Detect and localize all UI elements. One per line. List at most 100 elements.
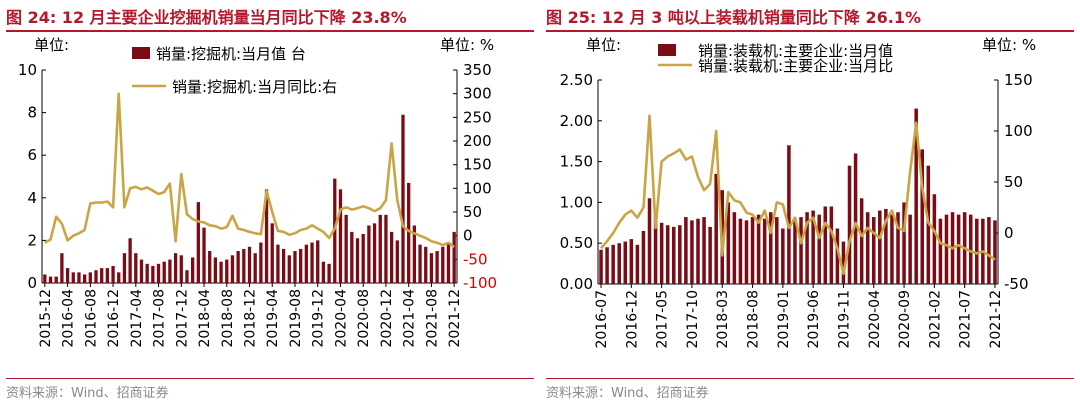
bar xyxy=(750,217,755,284)
bar xyxy=(859,198,864,284)
bar xyxy=(395,240,399,283)
bar xyxy=(446,242,451,283)
right-tick-label: 150 xyxy=(463,156,492,174)
bar xyxy=(219,261,223,283)
left-tick-label: 0.50 xyxy=(560,234,593,252)
bar xyxy=(100,268,104,283)
bar xyxy=(276,244,280,283)
x-tick-label: 2020-09 xyxy=(897,290,913,349)
bar xyxy=(659,222,664,284)
bar xyxy=(236,251,240,283)
x-tick-label: 2018-04 xyxy=(197,289,213,348)
bar xyxy=(105,268,110,283)
bar xyxy=(853,153,858,284)
bar xyxy=(696,218,700,284)
bar xyxy=(805,212,809,284)
bar xyxy=(412,225,417,283)
chart-panel-loader: 图 25: 12 月 3 吨以上装载机销量同比下降 26.1% 0.00 0.50… xyxy=(546,0,1074,405)
x-tick-label: 2021-04 xyxy=(402,289,418,348)
bar xyxy=(208,251,212,283)
bar xyxy=(865,212,870,284)
bar xyxy=(48,276,53,283)
bar xyxy=(987,217,991,284)
bar xyxy=(173,253,178,283)
bar xyxy=(94,270,98,283)
x-tick-label: 2021-07 xyxy=(958,290,974,349)
bar xyxy=(708,226,712,284)
chart-excavator: 0 2 4 6 8 10 -100 -50 0 50 100 150 200 250 300 350 2015-… xyxy=(18,36,497,348)
right-tick-label: 50 xyxy=(1004,173,1023,191)
chart-title: 图 24: 12 月主要企业挖掘机销量当月同比下降 23.8% xyxy=(6,8,407,27)
bar xyxy=(54,276,58,283)
bar xyxy=(304,244,308,283)
bar xyxy=(435,251,439,283)
right-unit-label: 单位: % xyxy=(440,36,494,54)
bar xyxy=(122,253,127,283)
footer-divider xyxy=(6,378,534,379)
x-tick-label: 2019-04 xyxy=(265,289,281,348)
bar xyxy=(65,268,70,283)
x-tick-label: 2019-11 xyxy=(836,290,852,349)
bar xyxy=(77,272,81,283)
bar xyxy=(441,246,445,283)
right-tick-label: 350 xyxy=(463,61,492,79)
bar xyxy=(185,270,189,283)
x-tick-label: 2016-07 xyxy=(594,290,610,349)
bar xyxy=(956,214,961,284)
bar xyxy=(321,261,326,283)
right-tick-label: 200 xyxy=(463,132,492,150)
left-tick-label: 2.50 xyxy=(560,71,593,89)
right-tick-label: -50 xyxy=(463,250,488,268)
bar xyxy=(247,246,252,283)
bar xyxy=(768,212,773,284)
bar xyxy=(168,259,172,283)
bar xyxy=(310,242,314,283)
legend-bar-label: 销量:挖掘机:当月值 台 xyxy=(156,45,306,63)
bar xyxy=(647,198,652,284)
left-tick-label: 0.00 xyxy=(560,275,593,293)
bar xyxy=(672,226,676,284)
x-tick-label: 2017-12 xyxy=(174,289,190,348)
series-line xyxy=(44,92,455,248)
bar xyxy=(993,220,997,284)
bar xyxy=(872,217,876,284)
bar xyxy=(134,253,138,283)
series-line xyxy=(600,114,996,276)
bar xyxy=(968,214,973,284)
x-tick-label: 2016-12 xyxy=(624,290,640,349)
bar xyxy=(384,214,388,283)
bar xyxy=(429,253,434,283)
x-tick-label: 2021-08 xyxy=(424,289,440,348)
x-tick-label: 2018-12 xyxy=(243,289,259,348)
left-tick-label: 1.50 xyxy=(560,153,593,171)
right-tick-label: 150 xyxy=(1004,71,1033,89)
bar xyxy=(264,189,269,283)
left-tick-label: 2 xyxy=(27,231,37,249)
bar xyxy=(139,259,144,283)
bar xyxy=(690,220,694,284)
bar xyxy=(932,194,937,284)
bar xyxy=(781,228,785,284)
x-tick-label: 2021-02 xyxy=(927,290,943,349)
x-tick-label: 2019-01 xyxy=(776,290,792,349)
source-note: 资料来源：Wind、招商证券 xyxy=(546,386,709,401)
right-unit-label: 单位: % xyxy=(982,36,1036,54)
x-tick-label: 2016-08 xyxy=(83,289,99,348)
x-tick-label: 2021-12 xyxy=(988,290,1004,349)
bar xyxy=(738,218,743,284)
x-tick-label: 2017-05 xyxy=(655,290,671,349)
bar xyxy=(944,214,949,284)
x-tick-label: 2020-08 xyxy=(356,289,372,348)
chart-panel-excavator: 图 24: 12 月主要企业挖掘机销量当月同比下降 23.8% 0 2 4 6 8 10 -… xyxy=(6,0,534,405)
bar xyxy=(665,225,670,284)
bar xyxy=(338,189,343,283)
x-tick-label: 2016-04 xyxy=(61,289,77,348)
bar xyxy=(714,173,718,284)
bar xyxy=(975,218,979,284)
legend-line-label: 销量:装载机:主要企业:当月比 xyxy=(698,57,893,75)
bar xyxy=(327,263,331,283)
bar xyxy=(213,257,218,283)
source-note: 资料来源：Wind、招商证券 xyxy=(6,386,169,401)
bar xyxy=(787,145,791,284)
bar xyxy=(920,149,924,284)
